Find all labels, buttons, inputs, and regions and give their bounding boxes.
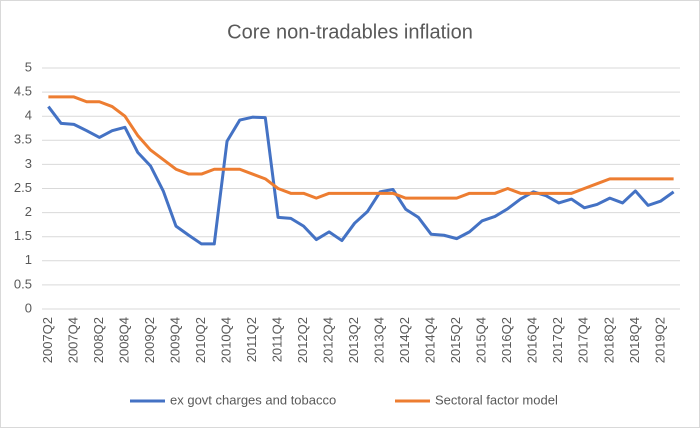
- y-tick-label: 4: [25, 108, 32, 123]
- x-tick-label: 2015Q4: [474, 317, 489, 363]
- legend-label: ex govt charges and tobacco: [170, 392, 336, 407]
- x-tick-label: 2013Q4: [372, 317, 387, 363]
- series-line: [47, 105, 675, 246]
- x-tick-label: 2012Q4: [321, 317, 336, 363]
- x-tick-label: 2012Q2: [295, 317, 310, 363]
- x-tick-label: 2010Q4: [218, 317, 233, 363]
- x-tick-label: 2011Q4: [269, 317, 284, 362]
- x-tick-label: 2016Q4: [525, 317, 540, 363]
- y-tick-label: 0.5: [14, 276, 32, 291]
- x-tick-label: 2008Q4: [116, 317, 131, 363]
- x-tick-label: 2008Q2: [91, 317, 106, 363]
- x-tick-label: 2018Q4: [627, 317, 642, 363]
- x-tick-label: 2009Q4: [167, 317, 182, 363]
- y-tick-label: 2: [25, 204, 32, 219]
- y-tick-label: 3.5: [14, 132, 32, 147]
- x-tick-label: 2017Q2: [550, 317, 565, 363]
- x-tick-label: 2014Q4: [423, 317, 438, 363]
- y-tick-label: 0: [25, 300, 32, 315]
- series-line: [48, 95, 674, 200]
- x-tick-label: 2011Q2: [244, 317, 259, 362]
- y-tick-label: 2.5: [14, 180, 32, 195]
- x-tick-label: 2013Q2: [346, 317, 361, 363]
- x-tick-label: 2009Q2: [142, 317, 157, 363]
- y-tick-label: 1.5: [14, 228, 32, 243]
- x-tick-label: 2019Q2: [652, 317, 667, 363]
- y-tick-label: 3: [25, 156, 32, 171]
- x-tick-label: 2018Q2: [601, 317, 616, 363]
- x-tick-label: 2015Q2: [448, 317, 463, 363]
- x-tick-label: 2010Q2: [193, 317, 208, 363]
- y-tick-label: 5: [25, 59, 32, 74]
- y-tick-label: 4.5: [14, 84, 32, 99]
- legend-label: Sectoral factor model: [435, 392, 558, 407]
- x-tick-label: 2017Q4: [576, 317, 591, 363]
- chart-title: Core non-tradables inflation: [227, 21, 473, 43]
- x-tick-label: 2007Q2: [40, 317, 55, 363]
- x-tick-label: 2014Q2: [397, 317, 412, 363]
- y-tick-label: 1: [25, 252, 32, 267]
- x-tick-label: 2007Q4: [65, 317, 80, 363]
- x-tick-label: 2016Q2: [499, 317, 514, 363]
